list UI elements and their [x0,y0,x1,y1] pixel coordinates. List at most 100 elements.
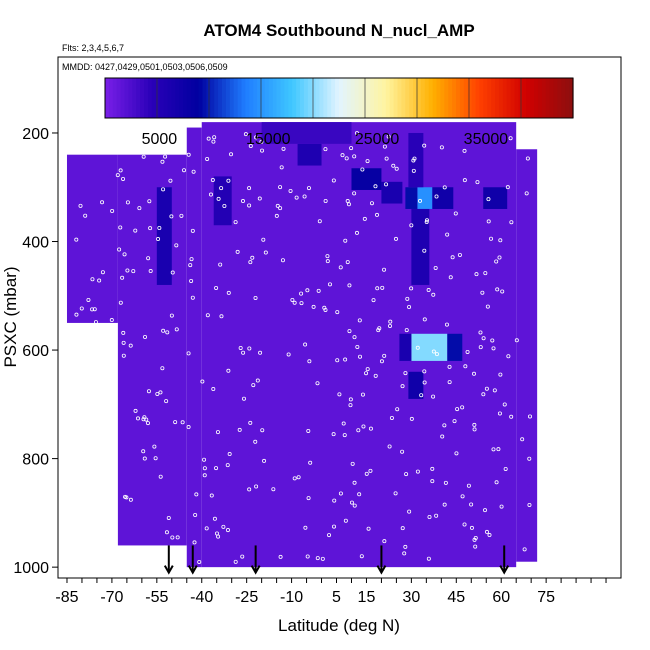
colorbar-segment [549,78,555,118]
colorbar-segment [276,78,282,118]
high-value-cell [408,371,424,399]
sample-point [241,396,246,401]
colorbar-segment [284,78,289,118]
colorbar-segment [448,78,453,118]
colorbar-segment [495,78,500,118]
sample-point [74,312,79,317]
x-tick-label: 45 [447,589,465,606]
colorbar-segment [393,78,399,118]
sample-point [444,322,449,327]
sample-point [380,285,385,290]
sample-point [323,147,328,152]
colorbar-segment [339,78,344,118]
sample-point [357,492,362,497]
sample-point [368,426,373,431]
sample-point [306,428,311,433]
colorbar-segment [537,78,543,118]
colorbar-segment [163,78,168,118]
colorbar-segment [565,78,570,118]
sample-point [148,226,153,231]
colorbar-segment [530,78,535,118]
sample-point [352,503,357,508]
colorbar-segment [378,78,383,118]
sample-point [202,473,207,478]
colorbar-segment [202,78,207,118]
sample-point [215,430,220,435]
sample-point [358,354,363,359]
colorbar-segment [120,78,126,118]
sample-point [360,392,365,397]
colorbar-segment [432,78,438,118]
sample-point [247,487,252,492]
sample-point [306,496,311,501]
colorbar-segment [452,78,457,118]
sample-point [146,256,151,261]
x-tick-label: -85 [55,589,78,606]
sample-point [327,533,332,538]
sample-point [292,476,297,481]
colorbar-segment [502,78,508,118]
x-tick-label: 60 [492,589,510,606]
colorbar-segment [198,78,204,118]
sample-point [354,230,359,235]
sample-point [158,390,163,395]
sample-point [212,135,217,140]
sample-point [485,304,490,309]
sample-point [382,267,387,272]
sample-point [495,287,500,292]
colorbar-segment [112,78,118,118]
sample-point [278,554,283,559]
sample-point [478,330,483,335]
high-value-cell [261,122,352,144]
sample-point [430,466,435,471]
sample-point [118,225,123,230]
sample-point [248,420,253,425]
sample-point [407,305,412,310]
colorbar-segment [151,78,157,118]
sample-point [115,173,120,178]
x-tick-label: -55 [145,589,168,606]
sample-point [216,196,221,201]
sample-point [206,136,211,141]
sample-point [352,335,357,340]
sample-point [331,178,336,183]
colorbar-segment [346,78,352,118]
sample-point [465,349,470,354]
sample-point [141,154,146,159]
high-value-cell [351,168,382,190]
colorbar-frame [104,77,574,119]
sample-point [382,353,387,358]
colorbar-segment [116,78,122,118]
sample-point [146,389,151,394]
sample-point [373,373,378,378]
sample-point [422,380,427,385]
colorbar-segment [534,78,539,118]
sample-point [165,330,170,335]
sample-point [484,529,489,534]
colorbar-segment [261,78,266,118]
colorbar-tick-label: 5000 [142,131,178,148]
high-value-cell [417,187,433,209]
sample-point [174,243,179,248]
sample-point [288,188,293,193]
sample-point [189,257,194,262]
sample-point [163,154,168,159]
x-axis: -85 -70 -55 -40 -25 -10 5 15 30 45 60 75 [55,578,607,606]
colorbar-segment [175,78,180,118]
sample-point [118,168,123,173]
x-tick-label: 75 [537,589,555,606]
sample-point [143,335,148,340]
high-value-cell [408,132,424,188]
sample-point [160,159,165,164]
sample-point [78,203,83,208]
sample-point [156,237,161,242]
sample-point [210,178,215,183]
sample-point [509,414,514,419]
sample-point [357,318,362,323]
sample-point [442,185,447,190]
sample-point [452,419,457,424]
sample-point [466,483,471,488]
sample-point [274,213,279,218]
sample-point [350,461,355,466]
sample-point [174,327,179,332]
